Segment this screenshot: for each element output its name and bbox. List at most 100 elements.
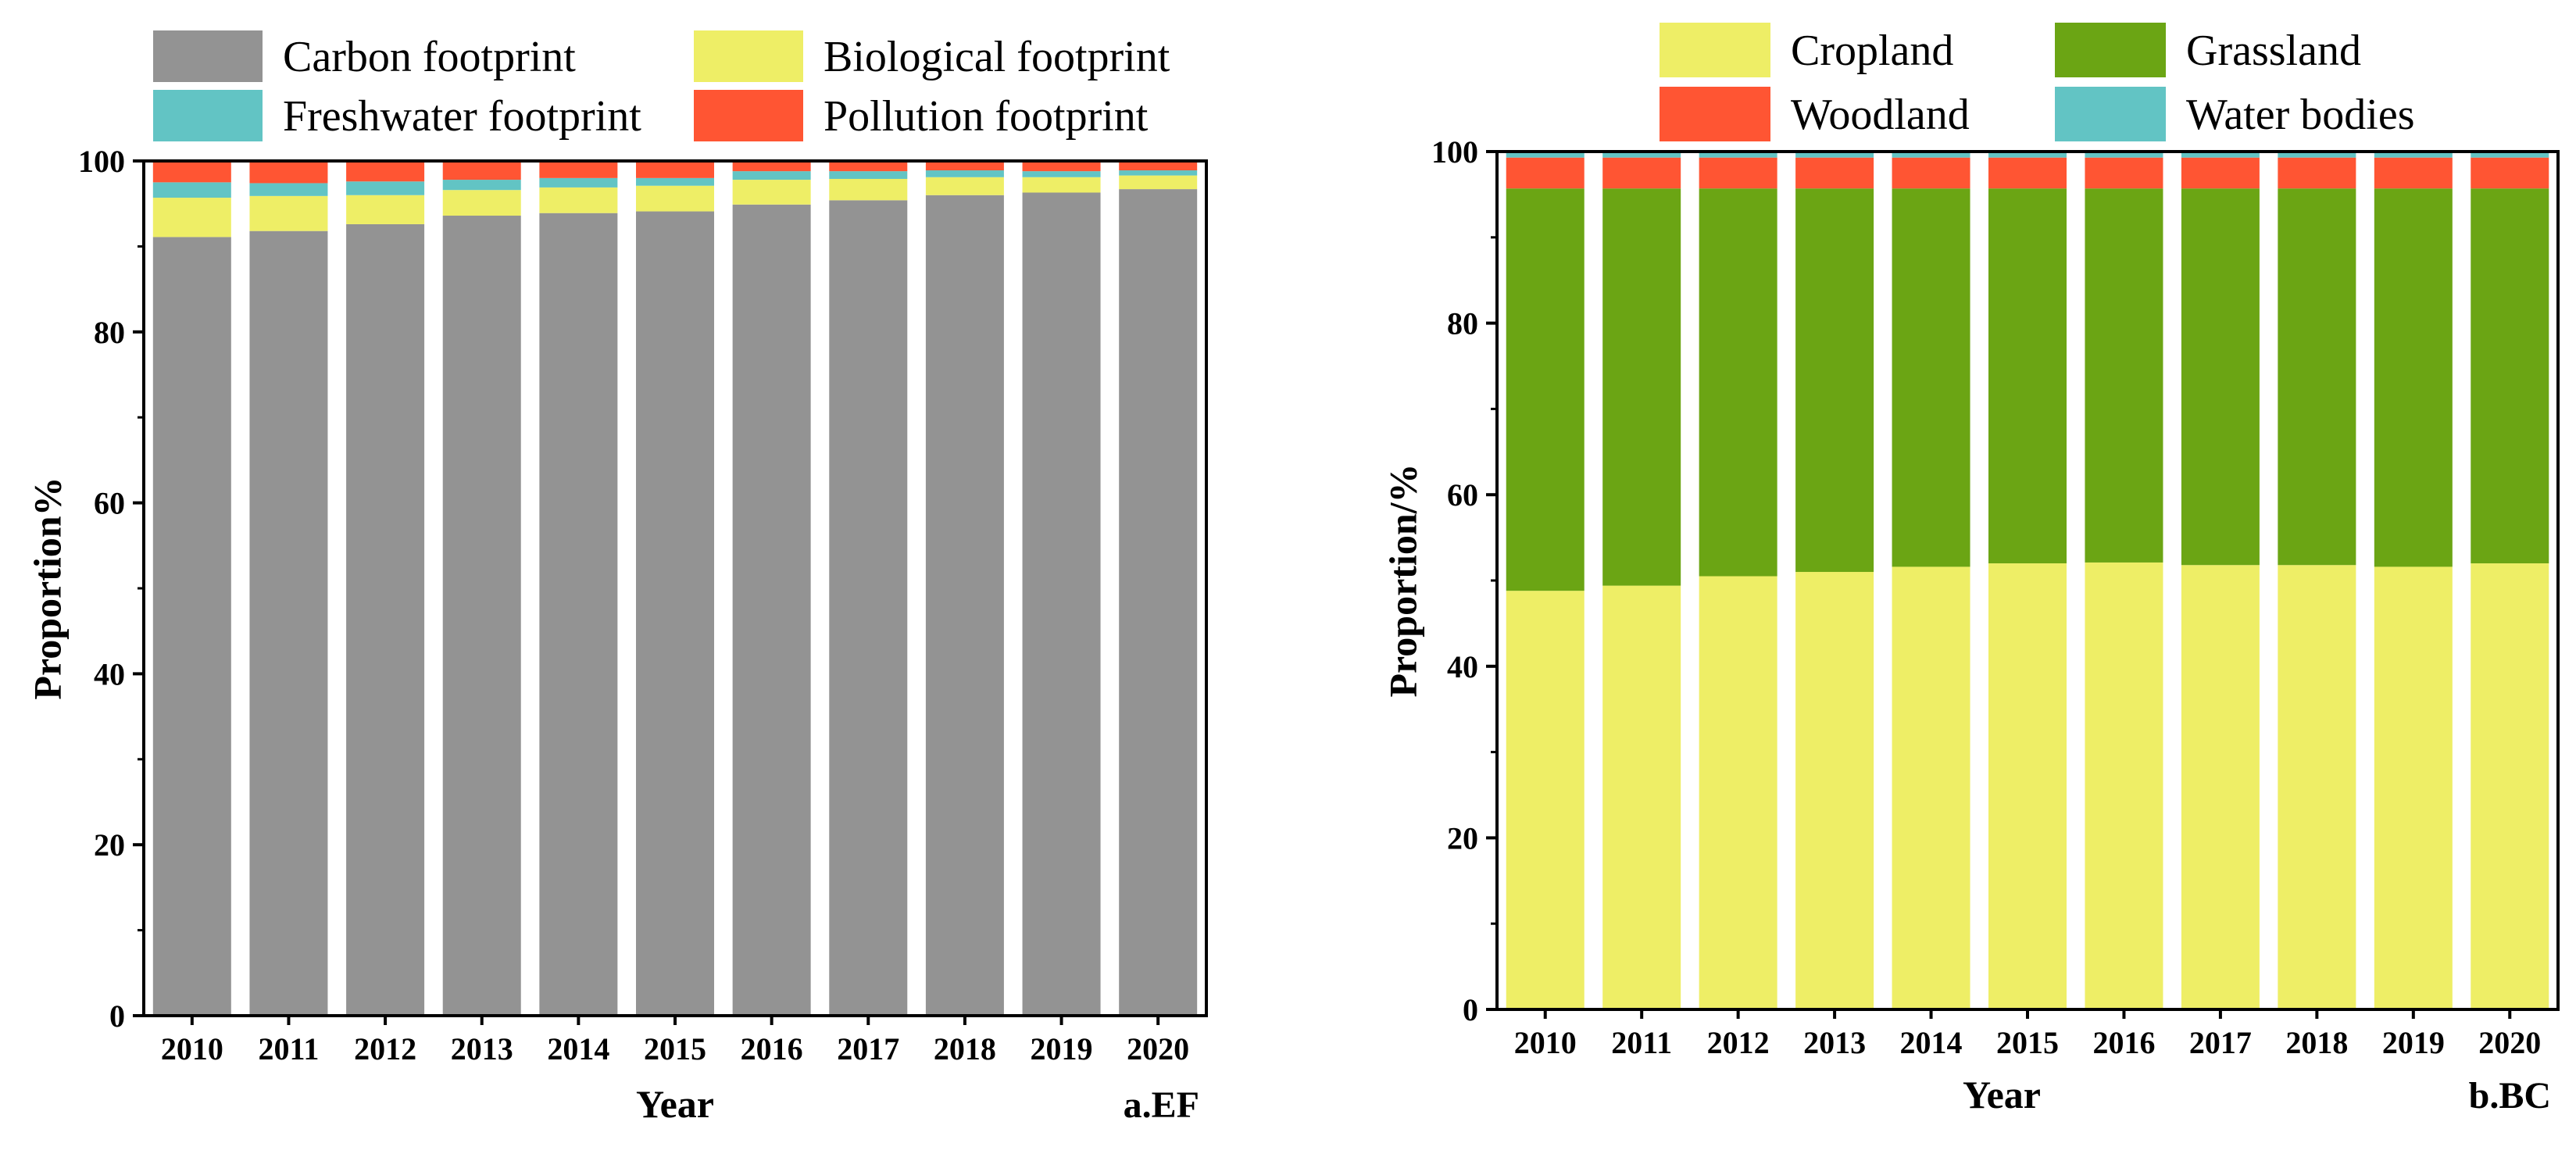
y-axis-ef: 0 20 40 60 80 100 <box>78 144 144 1034</box>
bar-water-bodies-2020 <box>2471 152 2549 158</box>
bar-grassland-2013 <box>1795 188 1874 573</box>
bar-grassland-2017 <box>2181 188 2260 566</box>
bar-biological-footprint-2017 <box>829 178 908 201</box>
x-tick-label-2019: 2019 <box>1031 1031 1093 1066</box>
y-tick-label-100: 100 <box>78 144 125 179</box>
bar-water-bodies-2015 <box>1988 152 2067 158</box>
bar-biological-footprint-2015 <box>636 185 714 212</box>
bar-biological-footprint-2020 <box>1119 175 1198 190</box>
bar-water-bodies-2016 <box>2085 152 2163 158</box>
x-tick-label-2019: 2019 <box>2382 1025 2445 1060</box>
bar-water-bodies-2019 <box>2374 152 2453 158</box>
x-axis-bc: 2010 2011 2012 2013 2014 2015 2016 2017 2018 2019… <box>1514 1009 2541 1060</box>
x-tick-label-2015: 2015 <box>644 1031 706 1066</box>
bar-cropland-2019 <box>2374 566 2453 1009</box>
bar-water-bodies-2010 <box>1506 152 1585 158</box>
bar-grassland-2011 <box>1602 188 1681 586</box>
bar-carbon-footprint-2014 <box>539 213 618 1016</box>
panel-label-bc: b.BC <box>2469 1075 2551 1116</box>
bar-grassland-2015 <box>1988 188 2067 564</box>
bar-grassland-2010 <box>1506 188 1585 591</box>
legend-swatch-freshwater-footprint <box>153 90 263 141</box>
bar-woodland-2010 <box>1506 157 1585 189</box>
x-tick-label-2017: 2017 <box>2189 1025 2252 1060</box>
x-tick-label-2010: 2010 <box>1514 1025 1577 1060</box>
bar-freshwater-footprint-2014 <box>539 177 618 188</box>
bar-carbon-footprint-2015 <box>636 211 714 1016</box>
x-axis-ef: 2010 2011 2012 2013 2014 2015 2016 2017 2018 2019… <box>161 1016 1189 1066</box>
bar-pollution-footprint-2017 <box>829 161 908 172</box>
y-axis-title-bc: Proportion/% <box>1381 463 1425 697</box>
bar-biological-footprint-2013 <box>442 190 521 216</box>
legend-label-pollution-footprint: Pollution footprint <box>824 92 1149 141</box>
x-tick-label-2018: 2018 <box>934 1031 996 1066</box>
bar-woodland-2018 <box>2278 157 2356 189</box>
y-tick-label-60: 60 <box>94 486 125 521</box>
x-axis-title-bc: Year <box>1963 1073 2041 1116</box>
y-tick-label-40: 40 <box>1447 649 1478 684</box>
bar-carbon-footprint-2017 <box>829 200 908 1016</box>
y-tick-label-100: 100 <box>1431 134 1478 170</box>
bar-cropland-2018 <box>2278 565 2356 1009</box>
y-tick-label-0: 0 <box>109 998 125 1034</box>
legend-label-water-bodies: Water bodies <box>2186 91 2415 139</box>
x-tick-label-2012: 2012 <box>1707 1025 1770 1060</box>
bar-freshwater-footprint-2016 <box>732 171 811 180</box>
bar-water-bodies-2017 <box>2181 152 2260 158</box>
legend-ef: Carbon footprint Biological footprint Fres… <box>153 30 1170 141</box>
x-tick-label-2020: 2020 <box>1127 1031 1189 1066</box>
bar-pollution-footprint-2016 <box>732 161 811 172</box>
y-tick-label-80: 80 <box>94 315 125 350</box>
bar-carbon-footprint-2019 <box>1022 192 1101 1016</box>
x-tick-label-2020: 2020 <box>2478 1025 2541 1060</box>
bar-woodland-2020 <box>2471 157 2549 189</box>
x-tick-label-2013: 2013 <box>1803 1025 1866 1060</box>
bar-pollution-footprint-2020 <box>1119 161 1198 171</box>
bars-ef <box>152 161 1198 1016</box>
bar-cropland-2016 <box>2085 562 2163 1009</box>
bar-carbon-footprint-2018 <box>925 195 1004 1016</box>
bar-freshwater-footprint-2012 <box>346 181 425 195</box>
x-tick-label-2015: 2015 <box>1996 1025 2059 1060</box>
x-tick-label-2013: 2013 <box>451 1031 513 1066</box>
x-tick-label-2011: 2011 <box>259 1031 320 1066</box>
bar-freshwater-footprint-2015 <box>636 177 714 186</box>
bar-cropland-2020 <box>2471 563 2549 1009</box>
x-tick-label-2010: 2010 <box>161 1031 223 1066</box>
bar-pollution-footprint-2011 <box>249 161 328 184</box>
y-tick-label-20: 20 <box>94 827 125 863</box>
x-tick-label-2011: 2011 <box>1611 1025 1672 1060</box>
bar-biological-footprint-2014 <box>539 187 618 213</box>
panel-label-ef: a.EF <box>1124 1084 1199 1126</box>
bar-carbon-footprint-2020 <box>1119 189 1198 1016</box>
legend-swatch-carbon-footprint <box>153 30 263 82</box>
bar-woodland-2012 <box>1699 157 1777 189</box>
bar-woodland-2017 <box>2181 157 2260 189</box>
y-tick-label-60: 60 <box>1447 477 1478 513</box>
bar-freshwater-footprint-2017 <box>829 171 908 179</box>
legend-bc: Cropland Grassland Woodland Water bodies <box>1660 23 2415 141</box>
bar-water-bodies-2011 <box>1602 152 1681 158</box>
bar-carbon-footprint-2011 <box>249 230 328 1016</box>
x-tick-label-2014: 2014 <box>1900 1025 1963 1060</box>
bar-biological-footprint-2010 <box>152 198 231 238</box>
bar-carbon-footprint-2013 <box>442 216 521 1016</box>
legend-label-biological-footprint: Biological footprint <box>824 33 1170 81</box>
y-tick-label-40: 40 <box>94 656 125 691</box>
bar-freshwater-footprint-2018 <box>925 170 1004 177</box>
bar-woodland-2013 <box>1795 157 1874 189</box>
bar-freshwater-footprint-2011 <box>249 183 328 196</box>
bar-cropland-2011 <box>1602 585 1681 1009</box>
bar-grassland-2020 <box>2471 188 2549 564</box>
bar-freshwater-footprint-2020 <box>1119 170 1198 176</box>
y-axis-title-ef: Proportion% <box>26 477 70 699</box>
bar-woodland-2011 <box>1602 157 1681 189</box>
bar-grassland-2014 <box>1892 188 1970 567</box>
legend-label-freshwater-footprint: Freshwater footprint <box>283 92 641 141</box>
bar-grassland-2018 <box>2278 188 2356 566</box>
y-axis-bc: 0 20 40 60 80 100 <box>1431 134 1497 1027</box>
x-tick-label-2016: 2016 <box>2092 1025 2155 1060</box>
